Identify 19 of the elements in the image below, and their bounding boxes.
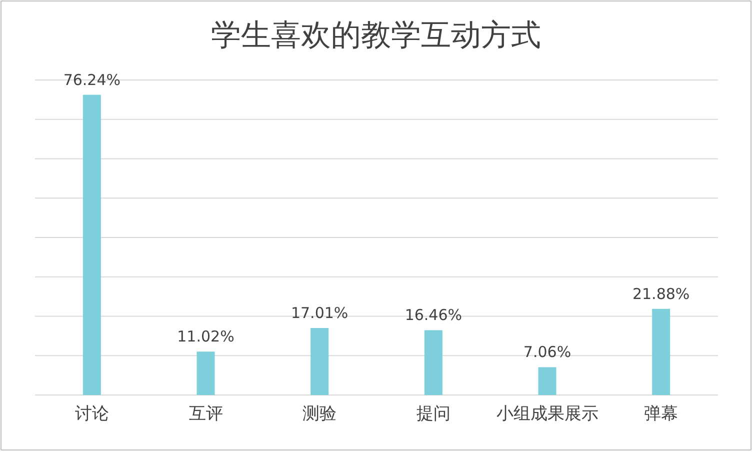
data-label: 21.88% (632, 284, 690, 303)
data-label: 17.01% (290, 304, 348, 322)
data-label: 11.02% (177, 328, 234, 346)
x-tick-label: 讨论 (74, 404, 109, 424)
bar (652, 308, 670, 395)
x-tick-label: 提问 (416, 404, 450, 424)
data-label: 76.24% (63, 70, 121, 89)
bar (196, 352, 215, 395)
data-label: 7.06% (523, 343, 572, 362)
x-tick-label: 弹幕 (644, 404, 678, 424)
x-tick-label: 小组成果展示 (496, 404, 598, 424)
data-label: 16.46% (404, 306, 462, 324)
x-tick-label: 互评 (188, 404, 223, 424)
bar (424, 330, 442, 395)
bar (538, 367, 556, 395)
chart-title: 学生喜欢的教学互动方式 (211, 18, 541, 53)
bar (82, 94, 101, 395)
bar (310, 328, 329, 395)
x-tick-label: 测验 (302, 404, 337, 424)
